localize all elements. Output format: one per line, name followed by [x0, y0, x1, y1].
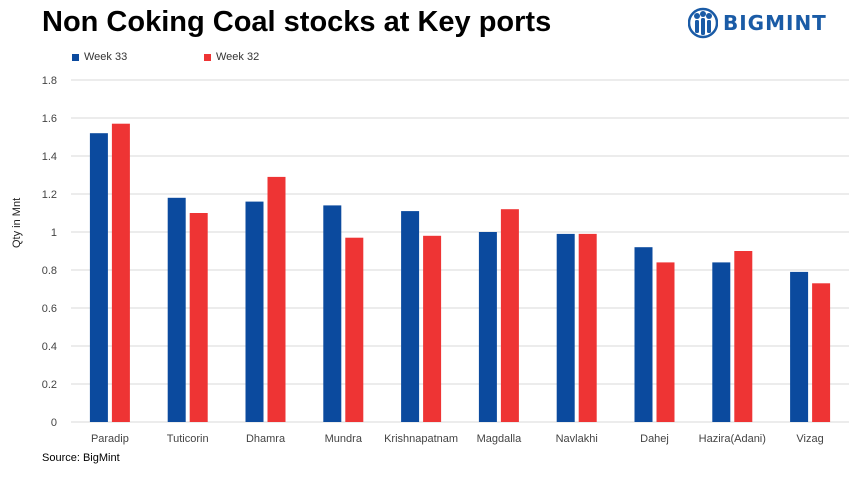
- y-tick-label: 0.2: [42, 379, 57, 391]
- bar-week-33: [634, 247, 653, 422]
- legend-item-week-32: Week 32: [204, 51, 259, 63]
- source-note: Source: BigMint: [42, 452, 120, 464]
- bar-week-32: [578, 233, 597, 422]
- y-tick-label: 1.8: [42, 75, 57, 87]
- bar-week-33: [245, 201, 264, 422]
- y-tick-label: 0.6: [42, 303, 57, 315]
- bar-week-32: [423, 235, 442, 422]
- x-tick-label: Hazira(Adani): [699, 433, 766, 445]
- x-tick-label: Dahej: [640, 433, 669, 445]
- y-tick-label: 1.4: [42, 151, 57, 163]
- bar-week-33: [790, 271, 809, 422]
- x-tick-label: Navlakhi: [556, 433, 598, 445]
- bar-week-32: [111, 123, 130, 422]
- bar-week-32: [812, 283, 831, 422]
- chart-title: Non Coking Coal stocks at Key ports: [42, 6, 552, 38]
- legend-swatch: [204, 53, 211, 61]
- bar-week-33: [89, 133, 108, 422]
- bar-week-32: [345, 237, 364, 422]
- y-tick-label: 0.8: [42, 265, 57, 277]
- bar-week-33: [401, 211, 420, 422]
- bigmint-logo-icon: [688, 7, 718, 39]
- legend-swatch: [72, 53, 79, 61]
- y-tick-label: 1: [51, 227, 57, 239]
- x-tick-label: Mundra: [325, 433, 363, 445]
- x-tick-label: Krishnapatnam: [384, 433, 458, 445]
- x-tick-label: Vizag: [796, 433, 823, 445]
- bar-week-32: [656, 262, 675, 422]
- x-tick-label: Tuticorin: [167, 433, 209, 445]
- bar-week-32: [500, 209, 519, 422]
- bar-week-33: [712, 262, 731, 422]
- bar-week-33: [167, 197, 186, 422]
- brand-logo: BIGMINT: [688, 6, 827, 40]
- bar-week-33: [556, 233, 575, 422]
- bar-week-32: [267, 176, 286, 422]
- x-tick-label: Dhamra: [246, 433, 286, 445]
- bar-week-33: [478, 232, 497, 422]
- y-tick-label: 1.2: [42, 189, 57, 201]
- legend-item-week-33: Week 33: [72, 51, 127, 63]
- bar-week-32: [734, 251, 753, 422]
- bar-week-32: [189, 213, 208, 422]
- x-tick-label: Paradip: [91, 433, 129, 445]
- y-tick-label: 1.6: [42, 113, 57, 125]
- y-tick-label: 0: [51, 417, 57, 429]
- legend-label: Week 32: [216, 51, 260, 63]
- y-tick-label: 0.4: [42, 341, 57, 353]
- legend-label: Week 33: [84, 51, 128, 63]
- bar-week-33: [323, 205, 342, 422]
- x-tick-label: Magdalla: [477, 433, 523, 445]
- brand-name: BIGMINT: [723, 11, 827, 35]
